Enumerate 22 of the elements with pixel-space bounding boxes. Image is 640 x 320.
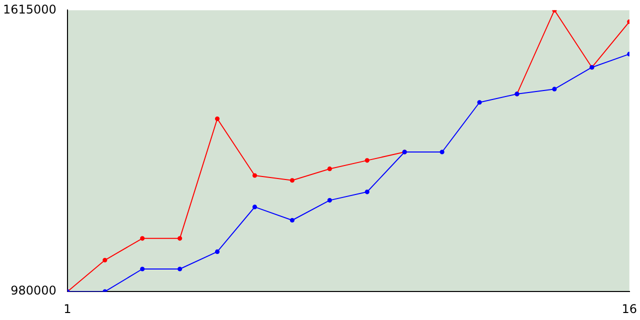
- point: [178, 236, 182, 241]
- y-tick-label: 980000: [10, 284, 56, 298]
- point: [327, 166, 332, 172]
- point: [477, 100, 482, 105]
- point: [140, 236, 145, 241]
- point: [252, 204, 258, 210]
- point: [552, 86, 557, 92]
- y-tick-label: 1615000: [2, 2, 56, 16]
- point: [364, 190, 370, 194]
- point: [178, 266, 182, 272]
- point: [364, 158, 370, 163]
- point: [252, 173, 258, 178]
- point: [290, 178, 295, 183]
- x-tick-label: 16: [622, 302, 638, 316]
- point: [214, 116, 220, 122]
- x-tick-label: 1: [64, 302, 72, 316]
- point: [214, 249, 220, 254]
- point: [440, 150, 444, 154]
- point: [327, 198, 332, 203]
- point: [290, 218, 295, 223]
- point: [102, 258, 108, 262]
- point: [140, 266, 145, 272]
